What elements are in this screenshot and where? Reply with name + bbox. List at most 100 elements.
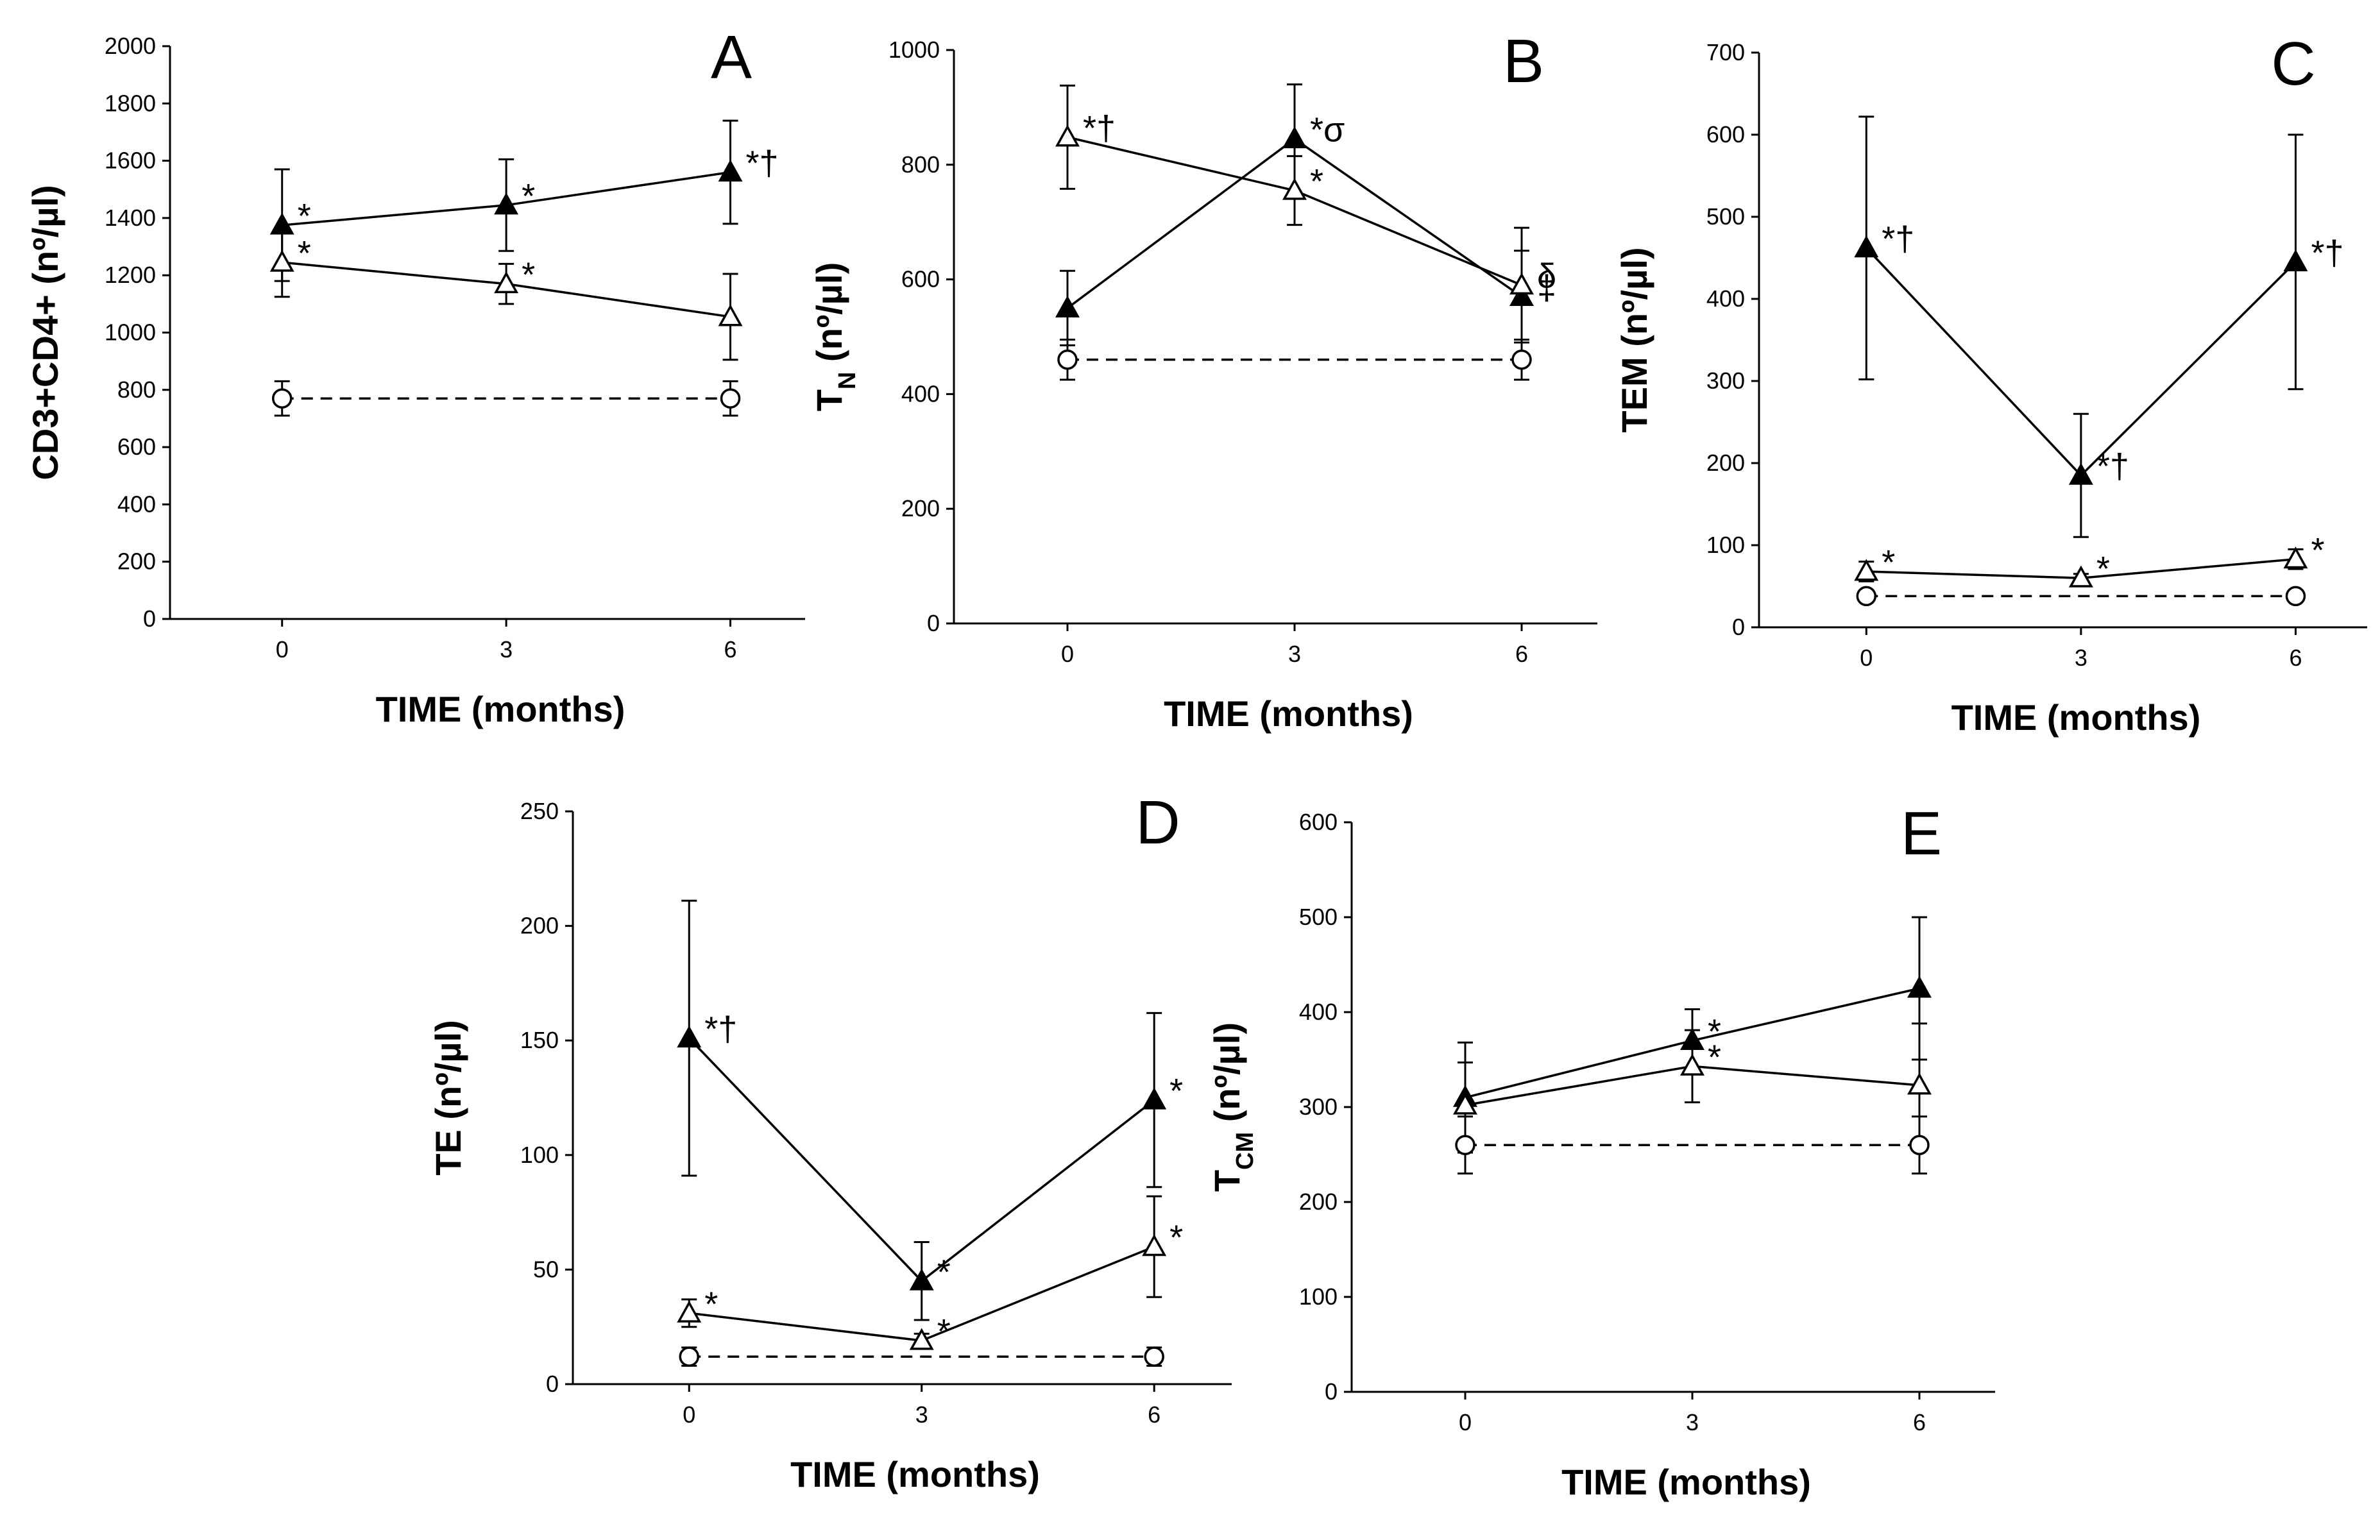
x-tick-label: 0 bbox=[1459, 1409, 1472, 1435]
y-axis-title-main: T bbox=[809, 389, 849, 411]
significance-label: *† bbox=[704, 1010, 737, 1049]
y-axis-title-sub: CM bbox=[1232, 1132, 1259, 1170]
data-point bbox=[1907, 1072, 1932, 1095]
y-tick-label: 0 bbox=[546, 1371, 559, 1397]
significance-label: *† bbox=[1882, 220, 1914, 258]
data-point bbox=[271, 388, 293, 409]
y-tick-label: 800 bbox=[901, 151, 940, 178]
data-point bbox=[269, 250, 294, 272]
panel-letter: C bbox=[2271, 30, 2315, 98]
significance-label: * bbox=[937, 1312, 951, 1351]
significance-label: ‡ bbox=[1537, 268, 1556, 307]
x-axis-title: TIME (months) bbox=[790, 1454, 1040, 1494]
data-point bbox=[2283, 249, 2308, 271]
data-point bbox=[1142, 1087, 1167, 1110]
data-point bbox=[677, 1300, 702, 1323]
panel-letter: D bbox=[1135, 788, 1180, 857]
chart-panel-b: 0 200 400 600 800 1000 0 3 6 TIME (months) TN (nº/… bbox=[809, 27, 1597, 734]
y-tick-label: 1800 bbox=[105, 90, 156, 116]
y-tick-label: 100 bbox=[520, 1142, 559, 1168]
y-tick-label: 200 bbox=[1706, 450, 1745, 476]
y-tick-label: 2000 bbox=[105, 33, 156, 59]
y-tick-label: 0 bbox=[1325, 1378, 1338, 1405]
data-point bbox=[2283, 546, 2308, 569]
data-point bbox=[2285, 586, 2306, 607]
x-axis-title: TIME (months) bbox=[1164, 693, 1413, 734]
series-filled-triangle: *σ ‡ bbox=[1055, 83, 1556, 346]
y-tick-label: 0 bbox=[1732, 614, 1745, 640]
x-tick-label: 0 bbox=[683, 1401, 695, 1428]
data-point bbox=[1909, 1135, 1930, 1155]
y-tick-label: 200 bbox=[1299, 1189, 1338, 1215]
y-tick-label: 100 bbox=[1706, 532, 1745, 558]
data-point bbox=[1680, 1053, 1704, 1076]
series-open-triangle: ** bbox=[269, 227, 743, 361]
y-tick-label: 1400 bbox=[105, 205, 156, 231]
series-open-circle bbox=[271, 380, 741, 417]
y-tick-label: 0 bbox=[927, 610, 940, 636]
y-tick-label: 600 bbox=[1299, 809, 1338, 835]
y-tick-label: 600 bbox=[117, 434, 156, 460]
y-tick-label: 250 bbox=[520, 798, 559, 824]
y-tick-label: 300 bbox=[1706, 368, 1745, 394]
data-point bbox=[718, 304, 743, 326]
series-open-circle bbox=[1057, 338, 1532, 381]
significance-label: * bbox=[1708, 1038, 1721, 1076]
series-filled-triangle: *† * * bbox=[677, 899, 1183, 1321]
significance-label: * bbox=[298, 234, 311, 273]
significance-label: * bbox=[298, 197, 311, 235]
significance-label: *† bbox=[2311, 233, 2343, 272]
x-tick-label: 0 bbox=[1860, 645, 1873, 671]
y-tick-label: 600 bbox=[1706, 121, 1745, 148]
x-tick-label: 6 bbox=[1515, 641, 1528, 667]
significance-label: * bbox=[522, 256, 535, 294]
y-axis-title: TEM (nº/µl) bbox=[1614, 247, 1654, 432]
series-open-circle bbox=[679, 1346, 1164, 1367]
x-axis-title: TIME (months) bbox=[376, 689, 625, 729]
y-tick-label: 200 bbox=[901, 495, 940, 521]
significance-label: *† bbox=[2096, 447, 2129, 486]
data-point bbox=[494, 271, 519, 294]
y-axis-title: TE (nº/µl) bbox=[428, 1020, 468, 1175]
panel-letter: B bbox=[1503, 27, 1544, 96]
x-axis-title: TIME (months) bbox=[1951, 697, 2201, 738]
significance-label: * bbox=[1882, 543, 1895, 582]
x-tick-label: 6 bbox=[724, 636, 737, 663]
significance-label: * bbox=[1169, 1219, 1183, 1257]
data-point bbox=[2068, 565, 2093, 588]
significance-label: * bbox=[1169, 1072, 1183, 1110]
y-tick-label: 500 bbox=[1706, 203, 1745, 230]
chart-panel-a: 0 200 400 600 800 1000 1200 1400 1600 1800 2000 0 3 6… bbox=[25, 23, 805, 729]
data-point bbox=[909, 1268, 934, 1290]
data-point bbox=[1509, 272, 1534, 295]
y-axis-title: CD3+CD4+ (nº/µl) bbox=[25, 185, 65, 480]
y-tick-label: 1600 bbox=[105, 148, 156, 174]
y-tick-label: 200 bbox=[117, 548, 156, 575]
x-tick-label: 0 bbox=[276, 636, 289, 663]
data-point bbox=[1907, 976, 1932, 998]
chart-panel-c: 0 100 200 300 400 500 600 700 0 3 6 TIME (months) TE… bbox=[1614, 30, 2367, 738]
x-tick-label: 6 bbox=[1148, 1401, 1160, 1428]
data-point bbox=[1511, 350, 1532, 370]
x-tick-label: 3 bbox=[915, 1401, 928, 1428]
y-tick-label: 400 bbox=[901, 380, 940, 407]
significance-label: * bbox=[2311, 531, 2324, 570]
y-tick-label: 1000 bbox=[105, 319, 156, 346]
significance-label: * bbox=[2096, 550, 2110, 588]
significance-label: *† bbox=[746, 144, 779, 182]
y-tick-label: 1200 bbox=[105, 262, 156, 288]
y-tick-label: 400 bbox=[1299, 999, 1338, 1025]
significance-label: * bbox=[522, 177, 535, 216]
data-point bbox=[909, 1328, 934, 1350]
series-filled-triangle: *† *† *† bbox=[1854, 115, 2344, 538]
x-tick-label: 3 bbox=[2075, 645, 2087, 671]
significance-label: δ bbox=[1537, 257, 1556, 296]
data-point bbox=[1055, 124, 1080, 147]
significance-label: * bbox=[1708, 1012, 1721, 1051]
x-tick-label: 6 bbox=[2289, 645, 2302, 671]
x-tick-label: 3 bbox=[1686, 1409, 1699, 1435]
y-axis-title-main: T bbox=[1207, 1170, 1247, 1192]
x-tick-label: 0 bbox=[1061, 641, 1074, 667]
data-point bbox=[1854, 235, 1879, 258]
